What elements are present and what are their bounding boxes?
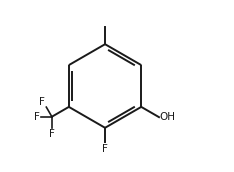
Text: F: F xyxy=(33,112,39,122)
Text: F: F xyxy=(102,144,108,154)
Text: OH: OH xyxy=(160,112,176,122)
Text: F: F xyxy=(49,129,55,139)
Text: F: F xyxy=(39,97,45,107)
